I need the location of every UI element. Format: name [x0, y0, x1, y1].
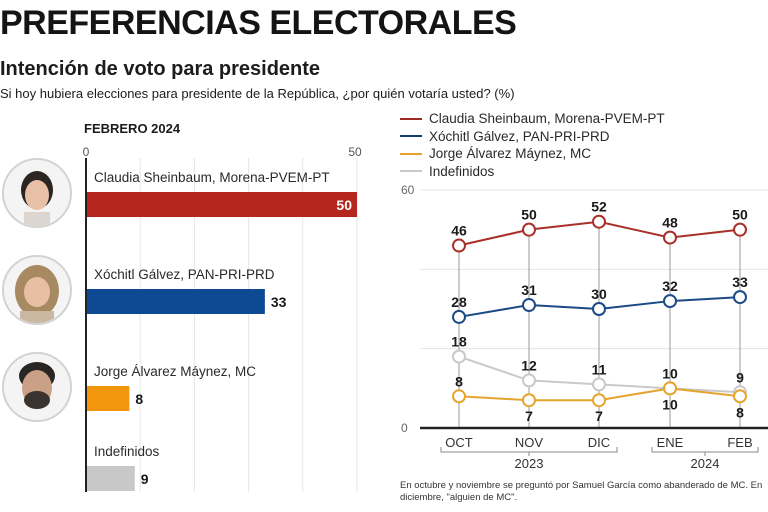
point-label-maynez: 7 [595, 408, 603, 424]
point-indefinidos [452, 349, 466, 364]
legend-label: Xóchitl Gálvez, PAN-PRI-PRD [429, 128, 610, 144]
point-label-sheinbaum: 52 [591, 199, 607, 215]
bar-indefinidos [86, 466, 135, 491]
point-label-indefinidos: 10 [662, 365, 678, 381]
point-galvez [452, 309, 466, 324]
bar-maynez [86, 386, 130, 411]
bar-x-tick-0: 0 [83, 145, 90, 159]
line-chart-legend: Claudia Sheinbaum, Morena-PVEM-PT Xóchit… [400, 110, 665, 180]
line-chart-x-labels: OCT NOV DIC ENE FEB [445, 435, 752, 450]
point-label-galvez: 33 [732, 274, 748, 290]
page-title: PREFERENCIAS ELECTORALES [0, 4, 517, 42]
point-indefinidos [592, 377, 606, 392]
legend-item-sheinbaum: Claudia Sheinbaum, Morena-PVEM-PT [400, 110, 665, 128]
point-label-sheinbaum: 46 [451, 223, 467, 239]
point-sheinbaum [522, 222, 536, 237]
x-tick-label: ENE [657, 435, 684, 450]
legend-label: Claudia Sheinbaum, Morena-PVEM-PT [429, 111, 665, 126]
legend-label: Indefinidos [429, 163, 495, 179]
bar-value-label: 8 [135, 391, 143, 407]
bar-category-label: Claudia Sheinbaum, Morena-PVEM-PT [94, 170, 330, 185]
bar-category-label: Indefinidos [94, 444, 160, 459]
point-label-maynez: 8 [455, 373, 463, 389]
line-y-tick-60: 60 [401, 183, 415, 197]
line-chart-gridlines [420, 189, 768, 350]
point-label-galvez: 31 [521, 282, 537, 298]
point-label-sheinbaum: 50 [521, 207, 537, 223]
point-galvez [592, 302, 606, 316]
bar-galvez [86, 289, 265, 314]
legend-swatch-sheinbaum [400, 117, 422, 120]
point-label-indefinidos: 9 [736, 369, 744, 385]
point-galvez [733, 290, 747, 305]
point-maynez [663, 381, 677, 396]
point-label-sheinbaum: 50 [732, 207, 748, 223]
bar-x-tick-50: 50 [348, 145, 362, 159]
point-indefinidos [522, 373, 536, 388]
x-tick-label: FEB [727, 435, 752, 450]
candidate-galvez-photo [2, 255, 72, 325]
bar-sheinbaum [86, 192, 357, 217]
year-label: 2024 [691, 456, 720, 471]
point-maynez [592, 393, 606, 408]
bar-value-label: 33 [271, 294, 287, 310]
line-chart-series: 18 12 11 10 9 8 7 7 10 8 28 31 30 32 33 46 50 52 48 50 [451, 199, 748, 425]
x-tick-label: DIC [588, 435, 610, 450]
bar-chart-bars: Claudia Sheinbaum, Morena-PVEM-PT 50 Xóchi… [86, 170, 357, 491]
person-icon [4, 257, 70, 323]
legend-label: Jorge Álvarez Máynez, MC [429, 146, 592, 161]
point-sheinbaum [592, 214, 606, 229]
legend-swatch-galvez [400, 135, 422, 138]
person-icon [4, 160, 70, 226]
candidate-sheinbaum-photo [2, 158, 72, 228]
legend-item-indefinidos: Indefinidos [400, 163, 665, 181]
footnote: En octubre y noviembre se preguntó por S… [400, 480, 763, 503]
point-label-indefinidos: 11 [592, 361, 607, 377]
legend-swatch-indefinidos [400, 170, 422, 173]
bar-category-label: Xóchitl Gálvez, PAN-PRI-PRD [94, 267, 275, 282]
person-icon [4, 354, 70, 420]
point-label-galvez: 30 [591, 286, 607, 302]
chart-subtitle: Intención de voto para presidente [0, 58, 321, 80]
point-sheinbaum [452, 238, 466, 253]
legend-item-galvez: Xóchitl Gálvez, PAN-PRI-PRD [400, 128, 665, 146]
year-brackets: 2023 2024 [440, 447, 759, 471]
survey-question: Si hoy hubiera elecciones para president… [0, 86, 515, 101]
bar-category-label: Jorge Álvarez Máynez, MC [94, 364, 256, 379]
point-label-galvez: 28 [451, 294, 467, 310]
legend-swatch-maynez [400, 152, 422, 155]
line-y-tick-0: 0 [401, 421, 408, 435]
point-maynez [452, 389, 466, 404]
x-tick-label: OCT [445, 435, 473, 450]
point-galvez [522, 298, 536, 313]
point-maynez [733, 389, 747, 404]
point-maynez [522, 393, 536, 408]
legend-item-maynez: Jorge Álvarez Máynez, MC [400, 145, 665, 163]
point-label-indefinidos: 12 [521, 357, 537, 373]
candidate-maynez-photo [2, 352, 72, 422]
point-label-maynez: 10 [662, 396, 678, 412]
point-label-galvez: 32 [662, 278, 678, 294]
x-tick-label: NOV [515, 435, 544, 450]
point-galvez [663, 294, 677, 309]
point-sheinbaum [663, 230, 677, 245]
point-label-indefinidos: 18 [451, 334, 467, 350]
bar-chart-title: FEBRERO 2024 [84, 121, 181, 136]
bar-value-label: 9 [141, 471, 149, 487]
point-sheinbaum [733, 222, 747, 237]
bar-value-label: 50 [336, 197, 352, 213]
point-label-maynez: 8 [736, 404, 744, 420]
point-label-maynez: 7 [525, 408, 533, 424]
year-label: 2023 [515, 456, 544, 471]
point-label-sheinbaum: 48 [662, 215, 678, 231]
